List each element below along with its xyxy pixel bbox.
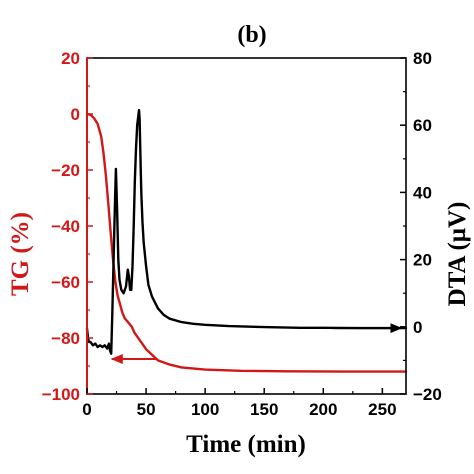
x-axis-title: Time (min) — [186, 431, 306, 458]
right-y-tick-label: 60 — [413, 116, 432, 135]
right-y-tick-label: 40 — [413, 183, 432, 202]
x-axis-ticks: 0 50 100 150 200 250 — [82, 388, 397, 419]
left-y-axis-ticks: 20 0 −20 −40 −60 −80 −100 — [42, 49, 93, 404]
left-y-tick-label: 20 — [61, 49, 80, 68]
right-y-axis-ticks: 80 60 40 20 0 −20 — [400, 49, 442, 404]
tg-series-line — [85, 112, 408, 373]
x-tick-label: 0 — [82, 400, 91, 419]
right-y-tick-label: 0 — [413, 318, 422, 337]
x-tick-label: 200 — [309, 400, 337, 419]
left-y-tick-label: −40 — [51, 217, 80, 236]
dta-series-line — [85, 108, 408, 355]
x-tick-label: 50 — [137, 400, 156, 419]
x-tick-label: 250 — [368, 400, 396, 419]
x-tick-label: 100 — [191, 400, 219, 419]
chart-title: (b) — [237, 22, 266, 48]
left-y-tick-label: −100 — [42, 385, 80, 404]
right-y-tick-label: −20 — [413, 385, 442, 404]
x-tick-label: 150 — [250, 400, 278, 419]
plot-area — [85, 57, 408, 395]
left-y-tick-label: −80 — [51, 329, 80, 348]
right-y-tick-label: 20 — [413, 251, 432, 270]
right-y-axis-title: DTA (μV) — [444, 202, 471, 307]
left-y-tick-label: −60 — [51, 273, 80, 292]
left-y-axis-title: TG (%) — [7, 212, 34, 296]
left-y-tick-label: 0 — [71, 105, 80, 124]
right-y-tick-label: 80 — [413, 49, 432, 68]
left-y-tick-label: −20 — [51, 161, 80, 180]
